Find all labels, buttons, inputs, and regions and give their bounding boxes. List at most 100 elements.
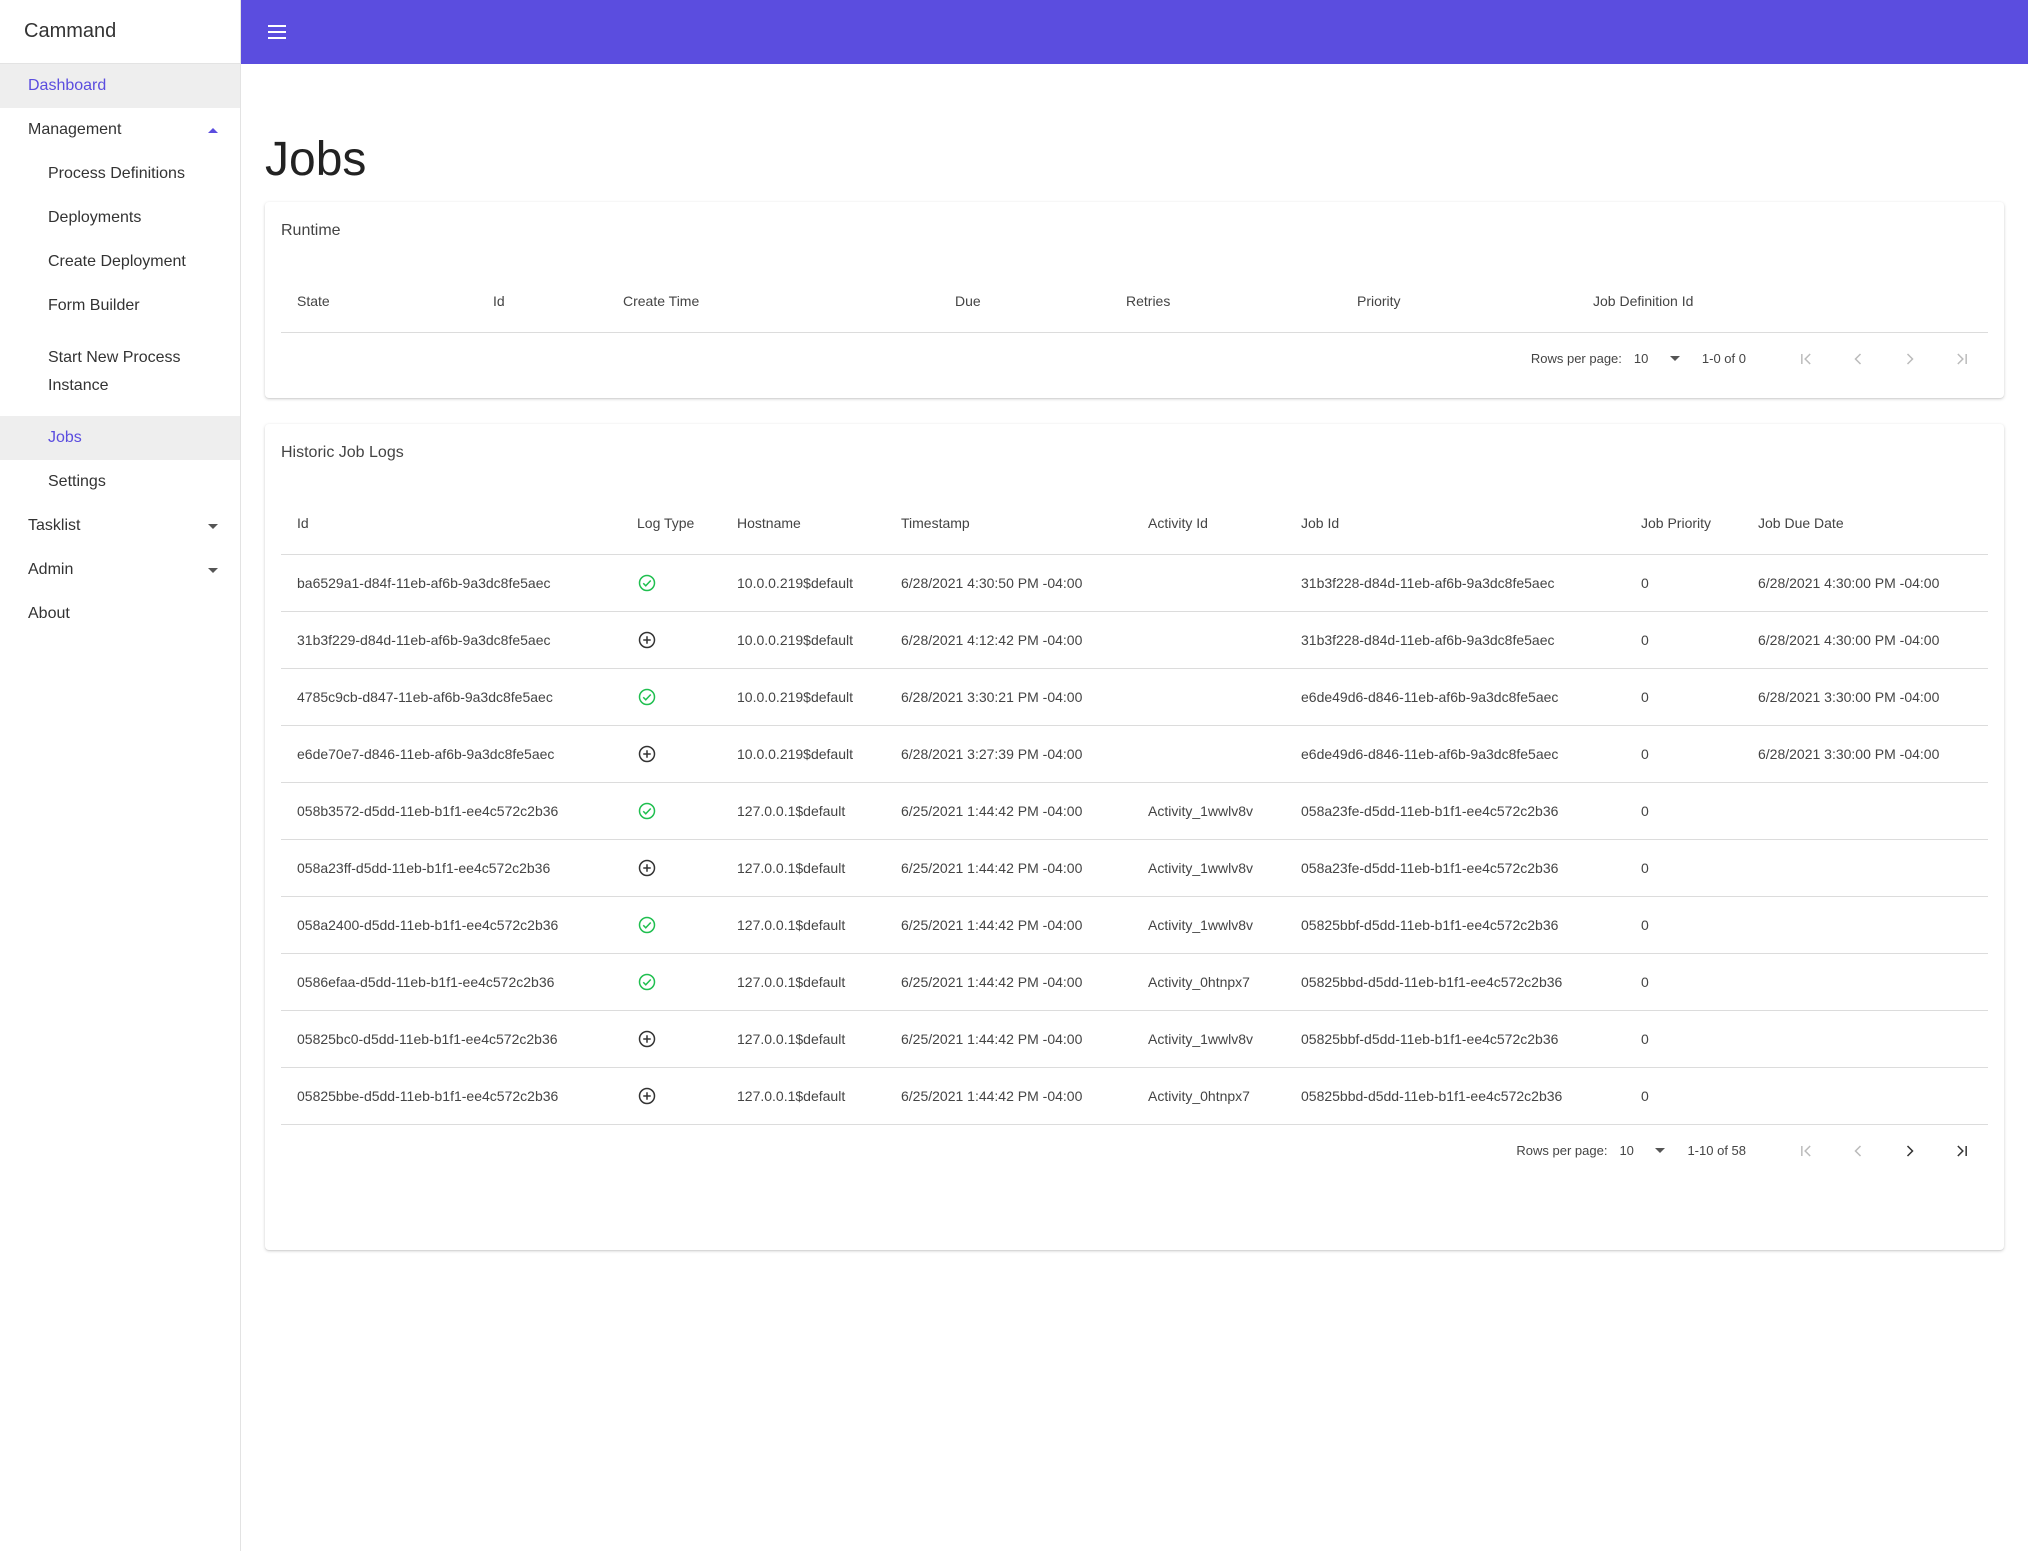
table-row[interactable]: e6de70e7-d846-11eb-af6b-9a3dc8fe5aec 10.0… <box>281 725 1988 783</box>
table-row[interactable]: 058a2400-d5dd-11eb-b1f1-ee4c572c2b36 127.… <box>281 896 1988 954</box>
log-type-cell <box>621 896 721 954</box>
column-header-activity-id[interactable]: Activity Id <box>1132 482 1285 555</box>
hostname-cell: 127.0.0.1$default <box>721 782 885 840</box>
sidebar-item-label: Form Builder <box>48 297 140 314</box>
job-id-cell: 058a23fe-d5dd-11eb-b1f1-ee4c572c2b36 <box>1285 839 1625 897</box>
historic-pagination: Rows per page: 10 1-10 of 58 <box>281 1125 1988 1177</box>
job-id-cell: 05825bbd-d5dd-11eb-b1f1-ee4c572c2b36 <box>1285 1067 1625 1125</box>
sidebar-item-deployments[interactable]: Deployments <box>0 196 240 240</box>
created-icon <box>638 631 656 648</box>
table-row[interactable]: 058a23ff-d5dd-11eb-b1f1-ee4c572c2b36 127.… <box>281 839 1988 897</box>
menu-icon[interactable] <box>265 20 289 44</box>
log-type-cell <box>621 1010 721 1068</box>
timestamp-cell: 6/25/2021 1:44:42 PM -04:00 <box>885 953 1132 1011</box>
job-due-date-cell <box>1742 1067 1988 1125</box>
table-row[interactable]: 05825bbe-d5dd-11eb-b1f1-ee4c572c2b36 127.… <box>281 1067 1988 1125</box>
rows-per-page-select[interactable]: 10 <box>1619 1143 1666 1158</box>
sidebar-item-start-new-process-instance[interactable]: Start New Process Instance <box>0 328 240 416</box>
top-app-bar <box>241 0 2028 64</box>
next-page-button[interactable] <box>1884 1131 1936 1171</box>
activity-id-cell: Activity_1wwlv8v <box>1132 1010 1285 1068</box>
success-icon <box>638 574 656 591</box>
timestamp-cell: 6/28/2021 4:12:42 PM -04:00 <box>885 611 1132 669</box>
table-row[interactable]: 4785c9cb-d847-11eb-af6b-9a3dc8fe5aec 10.0… <box>281 668 1988 726</box>
chevron-down-icon <box>208 523 218 529</box>
job-due-date-cell: 6/28/2021 3:30:00 PM -04:00 <box>1742 668 1988 726</box>
last-page-icon <box>1957 352 1967 365</box>
created-icon <box>638 1030 656 1047</box>
table-row[interactable]: 0586efaa-d5dd-11eb-b1f1-ee4c572c2b36 127.… <box>281 953 1988 1011</box>
first-page-button[interactable] <box>1780 339 1832 379</box>
last-page-button[interactable] <box>1936 1131 1988 1171</box>
activity-id-cell: Activity_1wwlv8v <box>1132 782 1285 840</box>
column-header-priority[interactable]: Priority <box>1341 260 1577 333</box>
column-header-hostname[interactable]: Hostname <box>721 482 885 555</box>
chevron-down-icon <box>208 567 218 573</box>
hostname-cell: 10.0.0.219$default <box>721 668 885 726</box>
column-header-job-priority[interactable]: Job Priority <box>1625 482 1742 555</box>
sidebar-item-jobs[interactable]: Jobs <box>0 416 240 460</box>
created-icon <box>638 745 656 762</box>
log-type-cell <box>621 725 721 783</box>
sidebar-item-create-deployment[interactable]: Create Deployment <box>0 240 240 284</box>
column-header-due[interactable]: Due <box>939 260 1110 333</box>
rows-per-page-select[interactable]: 10 <box>1634 351 1680 366</box>
log-type-cell <box>621 782 721 840</box>
sidebar-item-dashboard[interactable]: Dashboard <box>0 64 240 108</box>
job-due-date-cell <box>1742 1010 1988 1068</box>
job-priority-cell: 0 <box>1625 953 1742 1011</box>
sidebar-item-about[interactable]: About <box>0 592 240 636</box>
column-header-job-definition-id[interactable]: Job Definition Id <box>1577 260 1988 333</box>
job-due-date-cell <box>1742 839 1988 897</box>
previous-page-button[interactable] <box>1832 339 1884 379</box>
sidebar-item-admin[interactable]: Admin <box>0 548 240 592</box>
column-header-create-time[interactable]: Create Time <box>607 260 939 333</box>
last-page-button[interactable] <box>1936 339 1988 379</box>
column-header-log-type[interactable]: Log Type <box>621 482 721 555</box>
sidebar-item-process-definitions[interactable]: Process Definitions <box>0 152 240 196</box>
app-brand: Cammand <box>0 0 240 64</box>
job-priority-cell: 0 <box>1625 725 1742 783</box>
next-page-button[interactable] <box>1884 339 1936 379</box>
column-header-id[interactable]: Id <box>281 482 621 555</box>
column-header-timestamp[interactable]: Timestamp <box>885 482 1132 555</box>
timestamp-cell: 6/25/2021 1:44:42 PM -04:00 <box>885 896 1132 954</box>
column-header-id[interactable]: Id <box>477 260 607 333</box>
sidebar-item-settings[interactable]: Settings <box>0 460 240 504</box>
sidebar-item-form-builder[interactable]: Form Builder <box>0 284 240 328</box>
sidebar-item-tasklist[interactable]: Tasklist <box>0 504 240 548</box>
success-icon <box>638 688 656 705</box>
main-content: Jobs Runtime State Id Create Time Due Re… <box>241 64 2028 1551</box>
column-header-job-due-date[interactable]: Job Due Date <box>1742 482 1988 555</box>
column-header-job-id[interactable]: Job Id <box>1285 482 1625 555</box>
pagination-range: 1-0 of 0 <box>1701 351 1746 366</box>
log-type-cell <box>621 611 721 669</box>
job-priority-cell: 0 <box>1625 839 1742 897</box>
sidebar-item-label: Start New Process Instance <box>48 349 181 394</box>
sidebar-item-label: Settings <box>48 473 106 490</box>
log-type-cell <box>621 839 721 897</box>
previous-page-button[interactable] <box>1832 1131 1884 1171</box>
column-header-state[interactable]: State <box>281 260 477 333</box>
job-log-id-cell: 058a2400-d5dd-11eb-b1f1-ee4c572c2b36 <box>281 896 621 954</box>
historic-job-logs-body: ba6529a1-d84f-11eb-af6b-9a3dc8fe5aec 10.0… <box>281 554 1988 1125</box>
success-icon <box>638 916 656 933</box>
rows-per-page-value: 10 <box>1633 351 1649 366</box>
column-header-retries[interactable]: Retries <box>1110 260 1341 333</box>
hostname-cell: 10.0.0.219$default <box>721 554 885 612</box>
table-row[interactable]: ba6529a1-d84f-11eb-af6b-9a3dc8fe5aec 10.0… <box>281 554 1988 612</box>
sidebar-item-label: Admin <box>28 561 74 578</box>
sidebar-item-management[interactable]: Management <box>0 108 240 152</box>
hostname-cell: 127.0.0.1$default <box>721 896 885 954</box>
first-page-button[interactable] <box>1780 1131 1832 1171</box>
first-page-icon <box>1801 1144 1811 1157</box>
hostname-cell: 10.0.0.219$default <box>721 611 885 669</box>
job-priority-cell: 0 <box>1625 896 1742 954</box>
hostname-cell: 127.0.0.1$default <box>721 839 885 897</box>
rows-per-page-label: Rows per page: <box>1530 351 1622 366</box>
table-row[interactable]: 058b3572-d5dd-11eb-b1f1-ee4c572c2b36 127.… <box>281 782 1988 840</box>
table-row[interactable]: 05825bc0-d5dd-11eb-b1f1-ee4c572c2b36 127.… <box>281 1010 1988 1068</box>
job-log-id-cell: 05825bbe-d5dd-11eb-b1f1-ee4c572c2b36 <box>281 1067 621 1125</box>
table-row[interactable]: 31b3f229-d84d-11eb-af6b-9a3dc8fe5aec 10.0… <box>281 611 1988 669</box>
table-header-row: Id Log Type Hostname Timestamp Activity … <box>281 482 1988 555</box>
